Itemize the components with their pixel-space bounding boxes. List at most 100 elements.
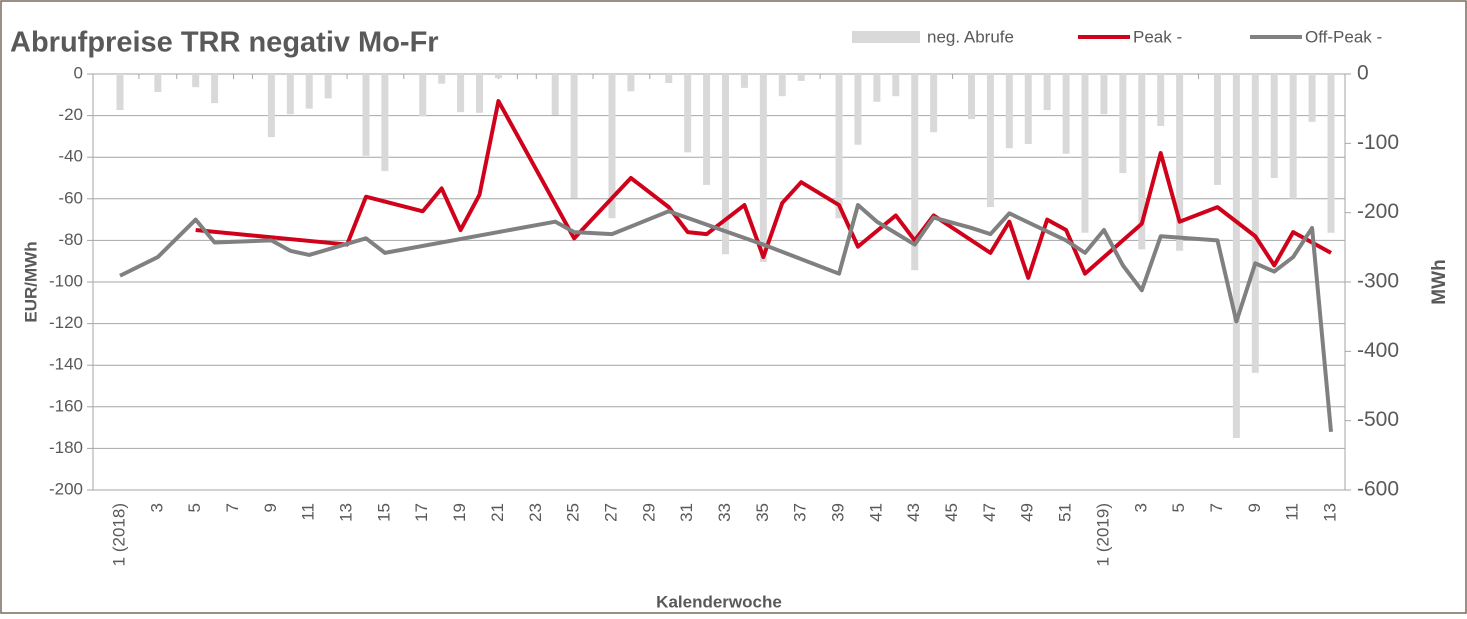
- y2-tick-label: -400: [1357, 339, 1399, 362]
- y2-tick-label: -500: [1357, 408, 1399, 431]
- bar: [1024, 74, 1032, 145]
- x-tick-label: 31: [677, 503, 696, 522]
- bar: [1270, 74, 1278, 178]
- bar: [665, 74, 673, 84]
- x-tick-label: 29: [639, 503, 658, 522]
- x-tick-label: 47: [980, 503, 999, 522]
- x-axis-title: Kalenderwoche: [656, 592, 782, 611]
- y-axis-title: EUR/MWh: [21, 241, 40, 322]
- bar: [1005, 74, 1013, 149]
- bar: [1043, 74, 1051, 111]
- y2-axis-title: MWh: [1429, 259, 1450, 304]
- bar: [1062, 74, 1070, 154]
- bar: [627, 74, 635, 92]
- x-tick-label: 41: [866, 503, 885, 522]
- bar: [1100, 74, 1108, 115]
- x-tick-label: 25: [564, 503, 583, 522]
- bar: [854, 74, 862, 145]
- line: [119, 203, 1333, 432]
- bar: [267, 74, 275, 138]
- bar: [1138, 74, 1146, 250]
- x-tick-label: 51: [1056, 503, 1075, 522]
- bar: [911, 74, 919, 271]
- bar: [684, 74, 692, 153]
- bar: [551, 74, 559, 115]
- bar: [1119, 74, 1127, 174]
- x-tick-label: 49: [1018, 503, 1037, 522]
- bar: [892, 74, 900, 97]
- bar: [1157, 74, 1165, 126]
- x-tick-label: 13: [1320, 503, 1339, 522]
- bar: [192, 74, 200, 88]
- x-tick-label: 37: [791, 503, 810, 522]
- bar: [1213, 74, 1221, 185]
- bar: [457, 74, 465, 113]
- x-tick-label: 19: [450, 503, 469, 522]
- y-tick-label: -180: [49, 438, 83, 457]
- legend-label: Peak -: [1133, 27, 1182, 46]
- y-tick-label: -40: [58, 147, 83, 166]
- bar: [1308, 74, 1316, 122]
- bar: [305, 74, 313, 109]
- bar: [1251, 74, 1259, 373]
- x-tick-label: 9: [261, 503, 280, 512]
- bar: [362, 74, 370, 156]
- y-tick-label: -200: [49, 479, 83, 498]
- y-tick-label: -120: [49, 313, 83, 332]
- y-tick-label: -20: [58, 105, 83, 124]
- bar: [930, 74, 938, 133]
- x-tick-label: 7: [223, 503, 242, 512]
- y-tick-label: -100: [49, 271, 83, 290]
- bar: [608, 74, 616, 219]
- bar: [740, 74, 748, 88]
- bar: [1232, 74, 1240, 438]
- y-tick-label: -140: [49, 355, 83, 374]
- x-tick-label: 11: [1283, 503, 1302, 521]
- legend-swatch: [852, 31, 920, 43]
- bar: [211, 74, 219, 104]
- bar: [1081, 74, 1089, 233]
- x-tick-label: 39: [829, 503, 848, 522]
- x-tick-label: 5: [1169, 503, 1188, 512]
- x-tick-label: 17: [412, 503, 431, 522]
- x-tick-label: 9: [1245, 503, 1264, 512]
- x-tick-label: 23: [526, 503, 545, 522]
- y2-tick-label: 0: [1357, 62, 1369, 85]
- x-tick-label: 15: [374, 503, 393, 522]
- legend-label: Off-Peak -: [1305, 27, 1382, 46]
- bar: [381, 74, 389, 172]
- x-tick-label: 21: [488, 503, 507, 522]
- bar: [778, 74, 786, 97]
- bar: [116, 74, 124, 111]
- legend-label: neg. Abrufe: [927, 27, 1014, 46]
- x-tick-label: 1 (2018): [109, 503, 128, 566]
- x-tick-label: 11: [299, 503, 318, 521]
- bar: [722, 74, 729, 255]
- bar: [797, 74, 805, 81]
- chart-title: Abrufpreise TRR negativ Mo-Fr: [10, 27, 439, 59]
- x-tick-label: 5: [185, 503, 204, 512]
- y2-tick-label: -600: [1357, 478, 1399, 501]
- bar: [873, 74, 881, 102]
- bar: [967, 74, 975, 120]
- y-tick-label: -60: [58, 188, 83, 207]
- bar: [1327, 74, 1335, 233]
- x-tick-label: 33: [715, 503, 734, 522]
- x-tick-label: 3: [1131, 503, 1150, 512]
- bar: [419, 74, 427, 117]
- bar: [476, 74, 484, 113]
- x-tick-label: 13: [337, 503, 356, 522]
- x-tick-label: 3: [147, 503, 166, 512]
- x-tick-label: 45: [942, 503, 961, 522]
- bar: [703, 74, 711, 185]
- bar: [324, 74, 332, 99]
- bar: [438, 74, 446, 84]
- x-tick-label: 35: [753, 503, 772, 522]
- bar: [154, 74, 162, 93]
- bar: [835, 74, 843, 219]
- x-tick-label: 1 (2019): [1093, 503, 1112, 566]
- y-tick-label: 0: [74, 63, 83, 82]
- bar: [1289, 74, 1297, 199]
